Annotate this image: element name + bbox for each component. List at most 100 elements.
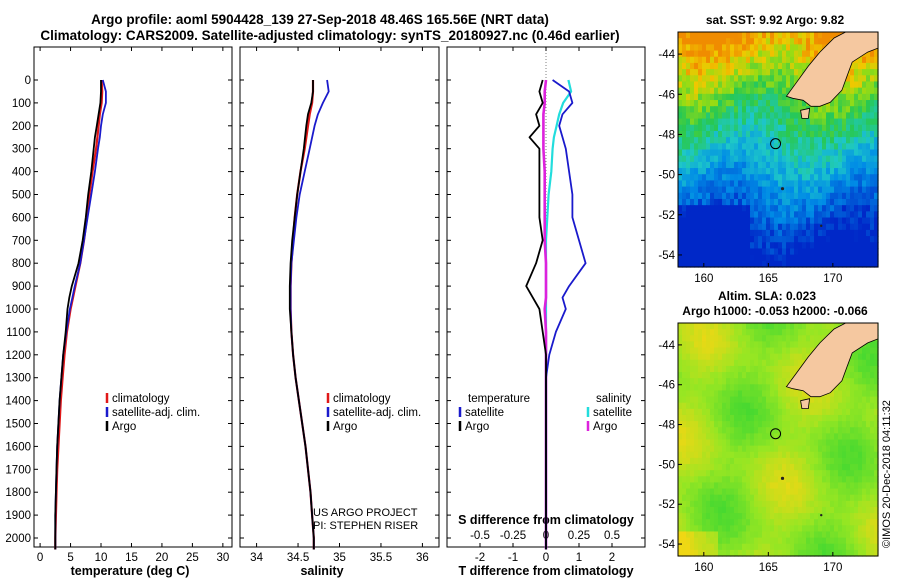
- map-cell: [754, 500, 759, 508]
- map-cell: [730, 494, 735, 502]
- map-cell: [758, 433, 763, 441]
- map-cell: [758, 149, 763, 157]
- map-cell: [846, 93, 851, 101]
- map-cell: [682, 464, 687, 471]
- map-cell: [770, 254, 775, 262]
- map-cell: [734, 451, 739, 459]
- map-cell: [754, 390, 759, 398]
- map-cell: [782, 87, 787, 95]
- map-cell: [834, 396, 839, 404]
- map-cell: [726, 168, 731, 175]
- map-cell: [722, 124, 727, 132]
- map-cell: [814, 248, 819, 256]
- map-cell: [726, 143, 731, 151]
- map-cell: [774, 396, 779, 404]
- map-cell: [686, 500, 691, 508]
- map-cell: [770, 341, 775, 349]
- map-cell: [778, 229, 783, 237]
- map-cell: [774, 198, 779, 206]
- map-cell: [702, 168, 707, 175]
- map-cell: [790, 137, 795, 144]
- map-cell: [806, 168, 811, 175]
- map-cell: [698, 433, 703, 441]
- map-cell: [874, 537, 879, 545]
- map-cell: [766, 506, 771, 514]
- map-cell: [782, 353, 787, 361]
- map-cell: [766, 335, 771, 342]
- map-cell: [754, 470, 759, 477]
- map-cell: [722, 390, 727, 398]
- map-cell: [718, 32, 723, 39]
- map-cell: [818, 106, 823, 113]
- map-cell: [714, 223, 719, 231]
- map-cell: [778, 464, 783, 471]
- map-cell: [790, 143, 795, 151]
- map-cell: [790, 38, 795, 45]
- map-cell: [714, 365, 719, 373]
- map-cell: [866, 130, 871, 138]
- map-cell: [814, 205, 819, 212]
- map-cell: [826, 451, 831, 459]
- map-cell: [690, 100, 695, 107]
- map-cell: [838, 229, 843, 237]
- map-cell: [710, 174, 715, 182]
- map-cell: [842, 519, 847, 526]
- map-cell: [862, 81, 867, 89]
- map-cell: [770, 408, 775, 416]
- map-cell: [738, 506, 743, 514]
- map-cell: [750, 56, 755, 64]
- map-cell: [774, 519, 779, 526]
- map-cell: [698, 69, 703, 76]
- map-cell: [690, 335, 695, 342]
- map-cell: [770, 143, 775, 151]
- map-cell: [722, 359, 727, 367]
- map-cell: [738, 81, 743, 89]
- map-cell: [738, 180, 743, 188]
- map-cell: [746, 236, 751, 243]
- map-cell: [766, 242, 771, 250]
- map-cell: [770, 198, 775, 206]
- map-cell: [690, 118, 695, 126]
- x-tick-label: 2: [609, 552, 615, 564]
- map-cell: [698, 211, 703, 219]
- map-cell: [862, 242, 867, 250]
- map-cell: [830, 488, 835, 496]
- map-cell: [722, 93, 727, 101]
- map-cell: [702, 531, 707, 539]
- land-south-island: [785, 31, 879, 107]
- map-cell: [762, 242, 767, 250]
- map-cell: [738, 242, 743, 250]
- map-cell: [678, 223, 683, 231]
- map-cell: [838, 198, 843, 206]
- map-cell: [686, 38, 691, 45]
- map-cell: [830, 500, 835, 508]
- map-cell: [826, 186, 831, 194]
- map-cell: [726, 87, 731, 95]
- map-cell: [846, 506, 851, 514]
- map-cell: [814, 421, 819, 428]
- map-cell: [778, 223, 783, 231]
- map-cell: [854, 500, 859, 508]
- map-cell: [678, 549, 683, 557]
- land-south-island: [785, 322, 879, 398]
- map-cell: [758, 100, 763, 107]
- map-cell: [778, 537, 783, 545]
- map-cell: [794, 482, 799, 490]
- map-cell: [790, 229, 795, 237]
- lon-tick-label: 170: [823, 273, 842, 285]
- map-cell: [786, 531, 791, 539]
- map-cell: [706, 161, 711, 169]
- map-cell: [726, 100, 731, 107]
- map-cell: [862, 494, 867, 502]
- map-cell: [758, 174, 763, 182]
- map-cell: [854, 433, 859, 441]
- map-cell: [694, 75, 699, 83]
- map-cell: [678, 38, 683, 45]
- map-cell: [790, 439, 795, 447]
- map-cell: [774, 62, 779, 70]
- land-stewart-island: [800, 398, 811, 410]
- map-cell: [750, 137, 755, 144]
- map-cell: [718, 236, 723, 243]
- map-cell: [734, 106, 739, 113]
- map-cell: [814, 180, 819, 188]
